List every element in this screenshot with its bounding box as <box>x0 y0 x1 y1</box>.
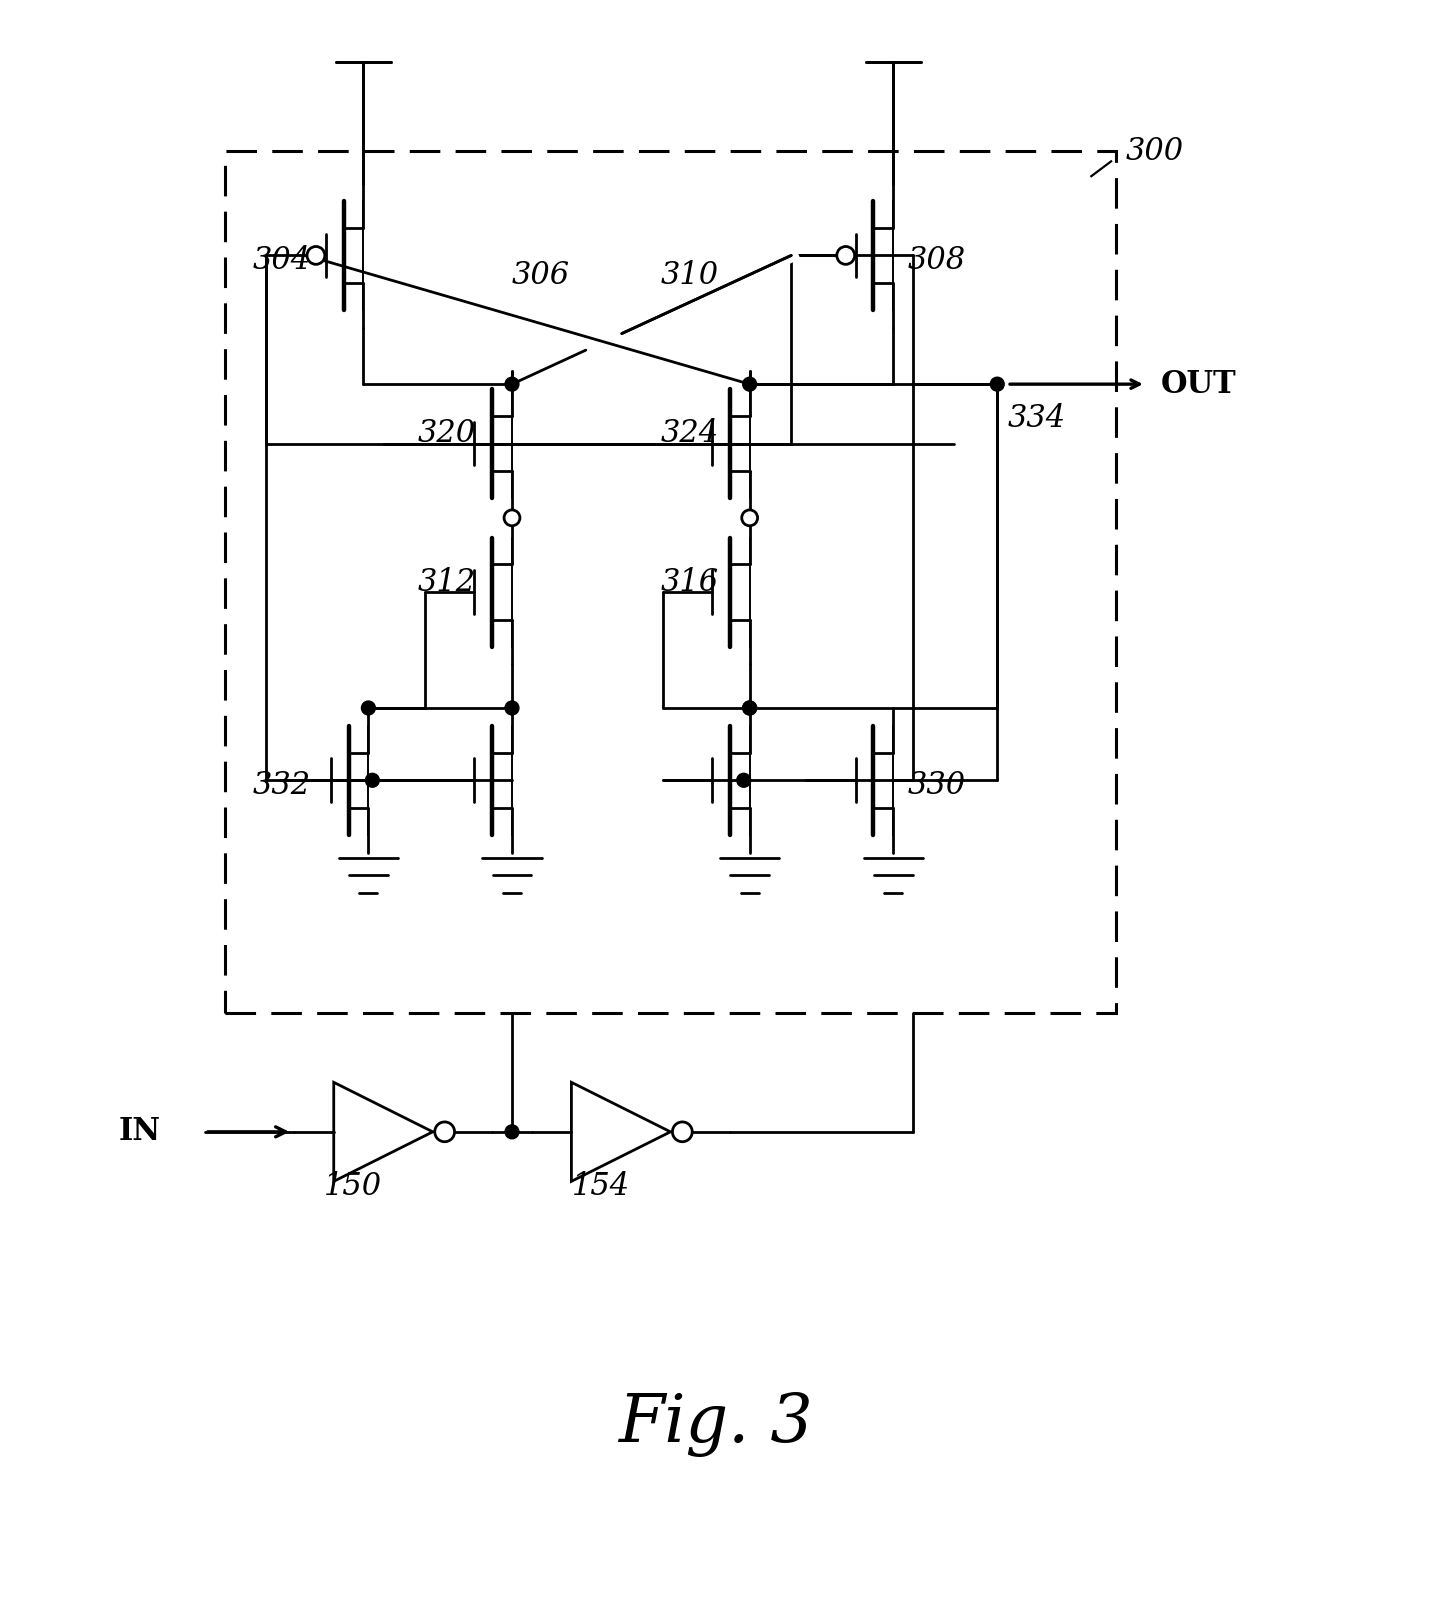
Text: 316: 316 <box>661 567 719 598</box>
Circle shape <box>366 774 379 787</box>
Bar <box>225 152 1115 1013</box>
Text: 324: 324 <box>661 419 719 449</box>
Circle shape <box>837 247 855 265</box>
Text: OUT: OUT <box>1161 368 1237 399</box>
Circle shape <box>742 377 756 391</box>
Circle shape <box>736 774 751 787</box>
Text: IN: IN <box>119 1117 160 1147</box>
Text: 330: 330 <box>908 769 967 800</box>
Circle shape <box>742 701 756 714</box>
Text: 308: 308 <box>908 246 967 276</box>
Text: 332: 332 <box>253 769 310 800</box>
Circle shape <box>742 701 756 714</box>
Text: Fig. 3: Fig. 3 <box>618 1391 812 1456</box>
Circle shape <box>672 1122 692 1143</box>
Text: 304: 304 <box>253 246 310 276</box>
Circle shape <box>742 511 758 525</box>
Text: 300: 300 <box>1125 136 1184 166</box>
Text: 334: 334 <box>1007 404 1065 435</box>
Circle shape <box>505 1125 519 1139</box>
Circle shape <box>505 701 519 714</box>
Text: 312: 312 <box>418 567 476 598</box>
Circle shape <box>505 377 519 391</box>
Text: 150: 150 <box>323 1170 382 1202</box>
Text: 306: 306 <box>512 260 571 291</box>
Text: 154: 154 <box>572 1170 629 1202</box>
Circle shape <box>991 377 1004 391</box>
Text: 310: 310 <box>661 260 719 291</box>
Circle shape <box>307 247 325 265</box>
Text: 320: 320 <box>418 419 476 449</box>
Circle shape <box>503 511 521 525</box>
Circle shape <box>435 1122 455 1143</box>
Circle shape <box>362 701 375 714</box>
